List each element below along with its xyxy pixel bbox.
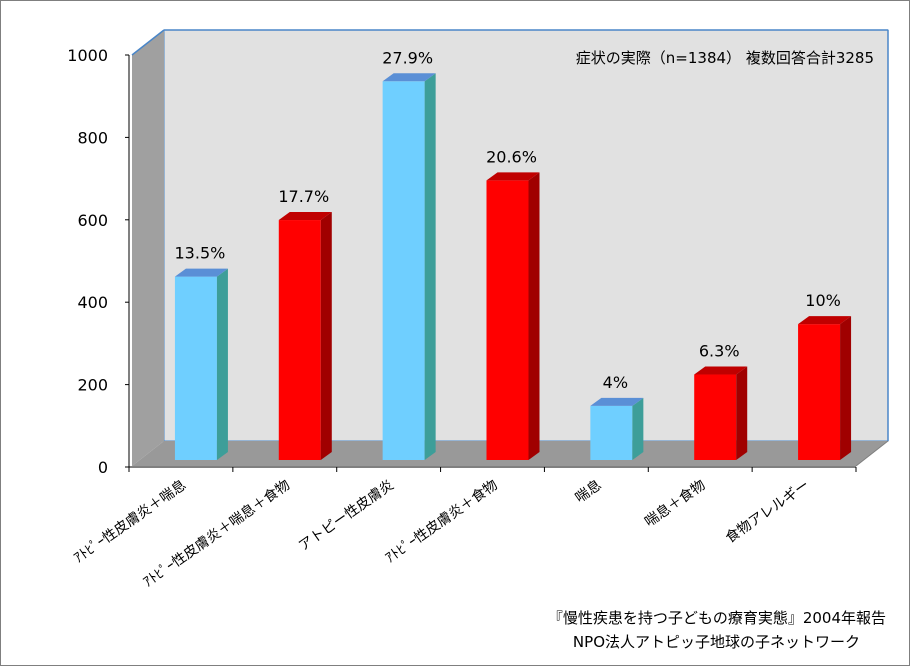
category-label: 食物アレルギー bbox=[722, 476, 812, 546]
data-label: 27.9% bbox=[382, 48, 433, 67]
data-label: 20.6% bbox=[486, 147, 537, 166]
bars bbox=[174, 73, 852, 461]
data-label: 13.5% bbox=[175, 244, 226, 263]
bar-front bbox=[590, 405, 633, 460]
bar bbox=[590, 397, 644, 460]
bar-side bbox=[216, 268, 228, 460]
bar bbox=[486, 172, 540, 461]
bar-top bbox=[382, 73, 436, 82]
bar bbox=[278, 212, 332, 460]
category-label: アトピー性皮膚炎 bbox=[296, 477, 397, 554]
bar-side bbox=[320, 212, 332, 460]
data-label: 10% bbox=[805, 291, 841, 310]
bar-top bbox=[798, 316, 852, 325]
y-ticks: 0 200 400 600 800 1000 bbox=[67, 46, 129, 477]
bar-side bbox=[632, 397, 644, 460]
footer-organization: NPO法人アトピッ子地球の子ネットワーク bbox=[573, 633, 860, 651]
bar-front bbox=[486, 180, 529, 461]
footer-source: 『慢性疾患を持つ子どもの療育実態』2004年報告 bbox=[548, 609, 886, 627]
bar-side bbox=[424, 73, 436, 461]
bar-top bbox=[486, 172, 540, 181]
bar-top bbox=[694, 366, 748, 375]
y-tick-label: 0 bbox=[98, 458, 108, 477]
y-tick-label: 600 bbox=[77, 211, 108, 230]
bar-top bbox=[590, 397, 644, 406]
bar-front bbox=[382, 81, 425, 461]
floor-right-edge bbox=[855, 440, 889, 467]
bar-front bbox=[798, 324, 841, 460]
x-ticks bbox=[128, 467, 857, 472]
y-tick-label: 200 bbox=[77, 376, 108, 395]
bar bbox=[382, 73, 436, 461]
bar-front bbox=[694, 374, 737, 460]
data-labels: 13.5% 17.7% 27.9% 20.6% 4% 6.3% 10% bbox=[175, 48, 841, 392]
category-label: ｱﾄﾋﾟｰ性皮膚炎＋喘息 bbox=[71, 476, 190, 566]
data-label: 4% bbox=[603, 373, 628, 392]
y-tick-label: 800 bbox=[77, 128, 108, 147]
category-label: 喘息＋食物 bbox=[641, 476, 708, 530]
bar bbox=[694, 366, 748, 460]
bar-top bbox=[174, 268, 228, 277]
y-tick-label: 1000 bbox=[67, 46, 108, 65]
bar bbox=[174, 268, 228, 460]
chart-subtitle: 症状の実際（n=1384） 複数回答合計3285 bbox=[576, 49, 874, 67]
bar-front bbox=[174, 276, 217, 460]
bar-side bbox=[736, 366, 748, 460]
y-tick-label: 400 bbox=[77, 293, 108, 312]
bar-front bbox=[278, 220, 321, 460]
bar-top bbox=[278, 212, 332, 221]
bar bbox=[798, 316, 852, 460]
category-label: ｱﾄﾋﾟｰ性皮膚炎＋食物 bbox=[382, 476, 501, 566]
category-label: 喘息 bbox=[572, 476, 605, 506]
back-wall-top-edge bbox=[131, 29, 165, 56]
data-label: 6.3% bbox=[699, 342, 740, 361]
plot-side-wall bbox=[132, 30, 164, 466]
bar-side bbox=[528, 172, 540, 461]
data-label: 17.7% bbox=[278, 187, 329, 206]
bar-side bbox=[840, 316, 852, 460]
